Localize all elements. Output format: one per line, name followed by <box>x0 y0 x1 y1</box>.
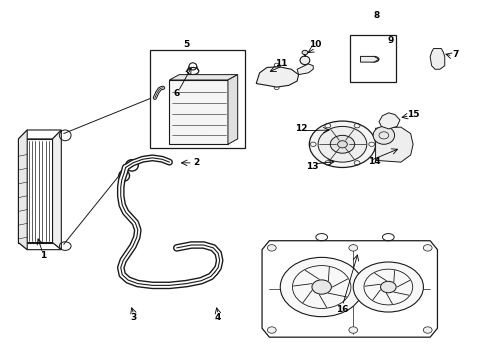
Text: 8: 8 <box>373 11 380 20</box>
Bar <box>350 35 396 82</box>
Ellipse shape <box>349 327 358 333</box>
Polygon shape <box>375 127 413 162</box>
Polygon shape <box>379 113 400 129</box>
Ellipse shape <box>268 245 276 251</box>
Polygon shape <box>52 130 61 249</box>
Bar <box>170 80 228 144</box>
Text: 1: 1 <box>40 251 46 260</box>
Ellipse shape <box>330 135 355 153</box>
Text: 3: 3 <box>131 313 137 322</box>
Text: 11: 11 <box>275 59 288 68</box>
Text: 13: 13 <box>306 162 318 171</box>
Polygon shape <box>170 75 238 80</box>
Text: 15: 15 <box>407 110 419 119</box>
Text: 16: 16 <box>336 305 349 314</box>
Ellipse shape <box>309 121 375 167</box>
Ellipse shape <box>302 50 308 55</box>
Ellipse shape <box>318 126 367 162</box>
Ellipse shape <box>423 327 432 333</box>
Ellipse shape <box>423 245 432 251</box>
Polygon shape <box>361 57 379 62</box>
Text: 4: 4 <box>215 313 221 322</box>
Ellipse shape <box>434 50 441 60</box>
Polygon shape <box>19 130 27 249</box>
Ellipse shape <box>312 280 331 294</box>
Ellipse shape <box>268 327 276 333</box>
Text: 7: 7 <box>453 50 459 59</box>
Text: 6: 6 <box>173 89 180 98</box>
Ellipse shape <box>353 262 423 312</box>
Ellipse shape <box>280 257 363 317</box>
Ellipse shape <box>369 57 379 62</box>
Text: 5: 5 <box>183 40 190 49</box>
Polygon shape <box>297 64 313 75</box>
Ellipse shape <box>381 281 396 293</box>
Text: 12: 12 <box>295 124 307 133</box>
Ellipse shape <box>373 126 394 144</box>
Text: 9: 9 <box>388 36 394 45</box>
Text: 2: 2 <box>193 158 199 167</box>
Ellipse shape <box>349 245 358 251</box>
Text: 10: 10 <box>310 40 322 49</box>
Ellipse shape <box>338 141 347 148</box>
Text: 14: 14 <box>368 157 380 166</box>
Ellipse shape <box>266 68 288 84</box>
Polygon shape <box>228 75 238 144</box>
Polygon shape <box>430 49 445 69</box>
Ellipse shape <box>300 56 310 64</box>
Polygon shape <box>256 67 298 87</box>
Bar <box>150 50 245 148</box>
